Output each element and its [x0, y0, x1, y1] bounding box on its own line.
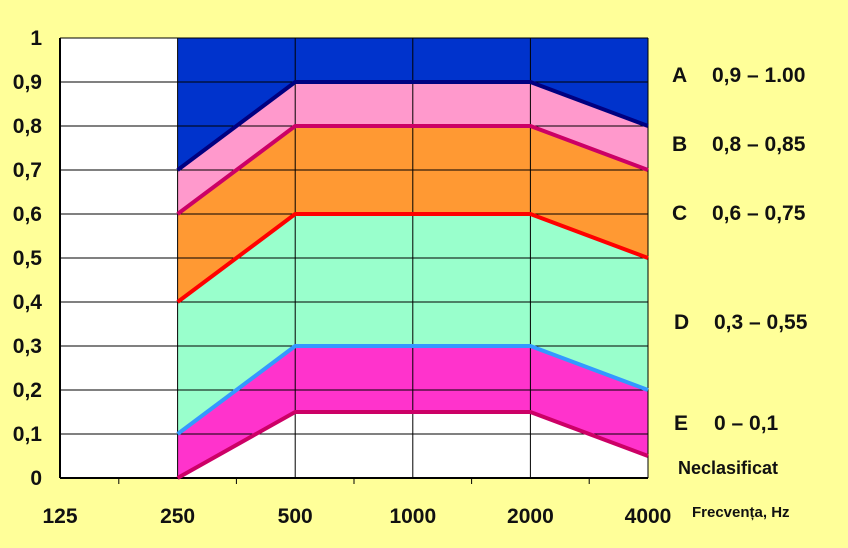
legend-class-letter: D [674, 311, 690, 334]
legend-class-b: B 0,8 – 0,85 [672, 133, 805, 157]
y-tick-label: 0,3 [13, 335, 42, 358]
y-tick-label: 1 [30, 27, 42, 50]
y-tick-label: 0 [30, 467, 42, 490]
legend-class-e: E 0 – 0,1 [674, 412, 778, 436]
x-tick-label: 2000 [507, 505, 554, 528]
legend-class-letter: C [672, 202, 688, 225]
y-tick-label: 0,5 [13, 247, 43, 270]
legend-class-c: C 0,6 – 0,75 [672, 202, 805, 226]
boundary-line-1 [176, 80, 649, 172]
legend-class-range: 0,8 – 0,85 [712, 133, 806, 156]
legend-class-letter: A [672, 64, 688, 87]
y-tick-label: 0,4 [13, 291, 43, 314]
legend-class-a: A 0,9 – 1.00 [672, 64, 805, 88]
x-tick-label: 1000 [389, 505, 436, 528]
boundary-line-3 [176, 212, 649, 304]
legend-class-letter: E [674, 412, 689, 435]
unclassified-label: Neclasificat [678, 458, 779, 478]
legend-class-range: 0,9 – 1.00 [712, 64, 806, 87]
x-tick-label: 125 [42, 505, 77, 528]
legend-class-range: 0 – 0,1 [714, 412, 779, 435]
legend-class-letter: B [672, 133, 688, 156]
legend-class-d: D 0,3 – 0,55 [674, 311, 807, 335]
legend-class-range: 0,3 – 0,55 [714, 311, 808, 334]
x-axis-label: Frecvența, Hz [692, 504, 790, 521]
y-tick-label: 0,6 [13, 203, 42, 226]
y-tick-label: 0,1 [13, 423, 43, 446]
y-tick-label: 0,7 [13, 159, 42, 182]
x-tick-label: 4000 [625, 505, 672, 528]
legend-class-range: 0,6 – 0,75 [712, 202, 806, 225]
boundary-line-2 [176, 124, 649, 216]
y-tick-label: 0,2 [13, 379, 42, 402]
y-tick-label: 0,8 [13, 115, 43, 138]
x-tick-label: 250 [160, 505, 195, 528]
boundary-line-5 [176, 410, 649, 480]
y-tick-label: 0,9 [13, 71, 42, 94]
boundary-line-4 [176, 344, 649, 436]
x-tick-label: 500 [278, 505, 313, 528]
